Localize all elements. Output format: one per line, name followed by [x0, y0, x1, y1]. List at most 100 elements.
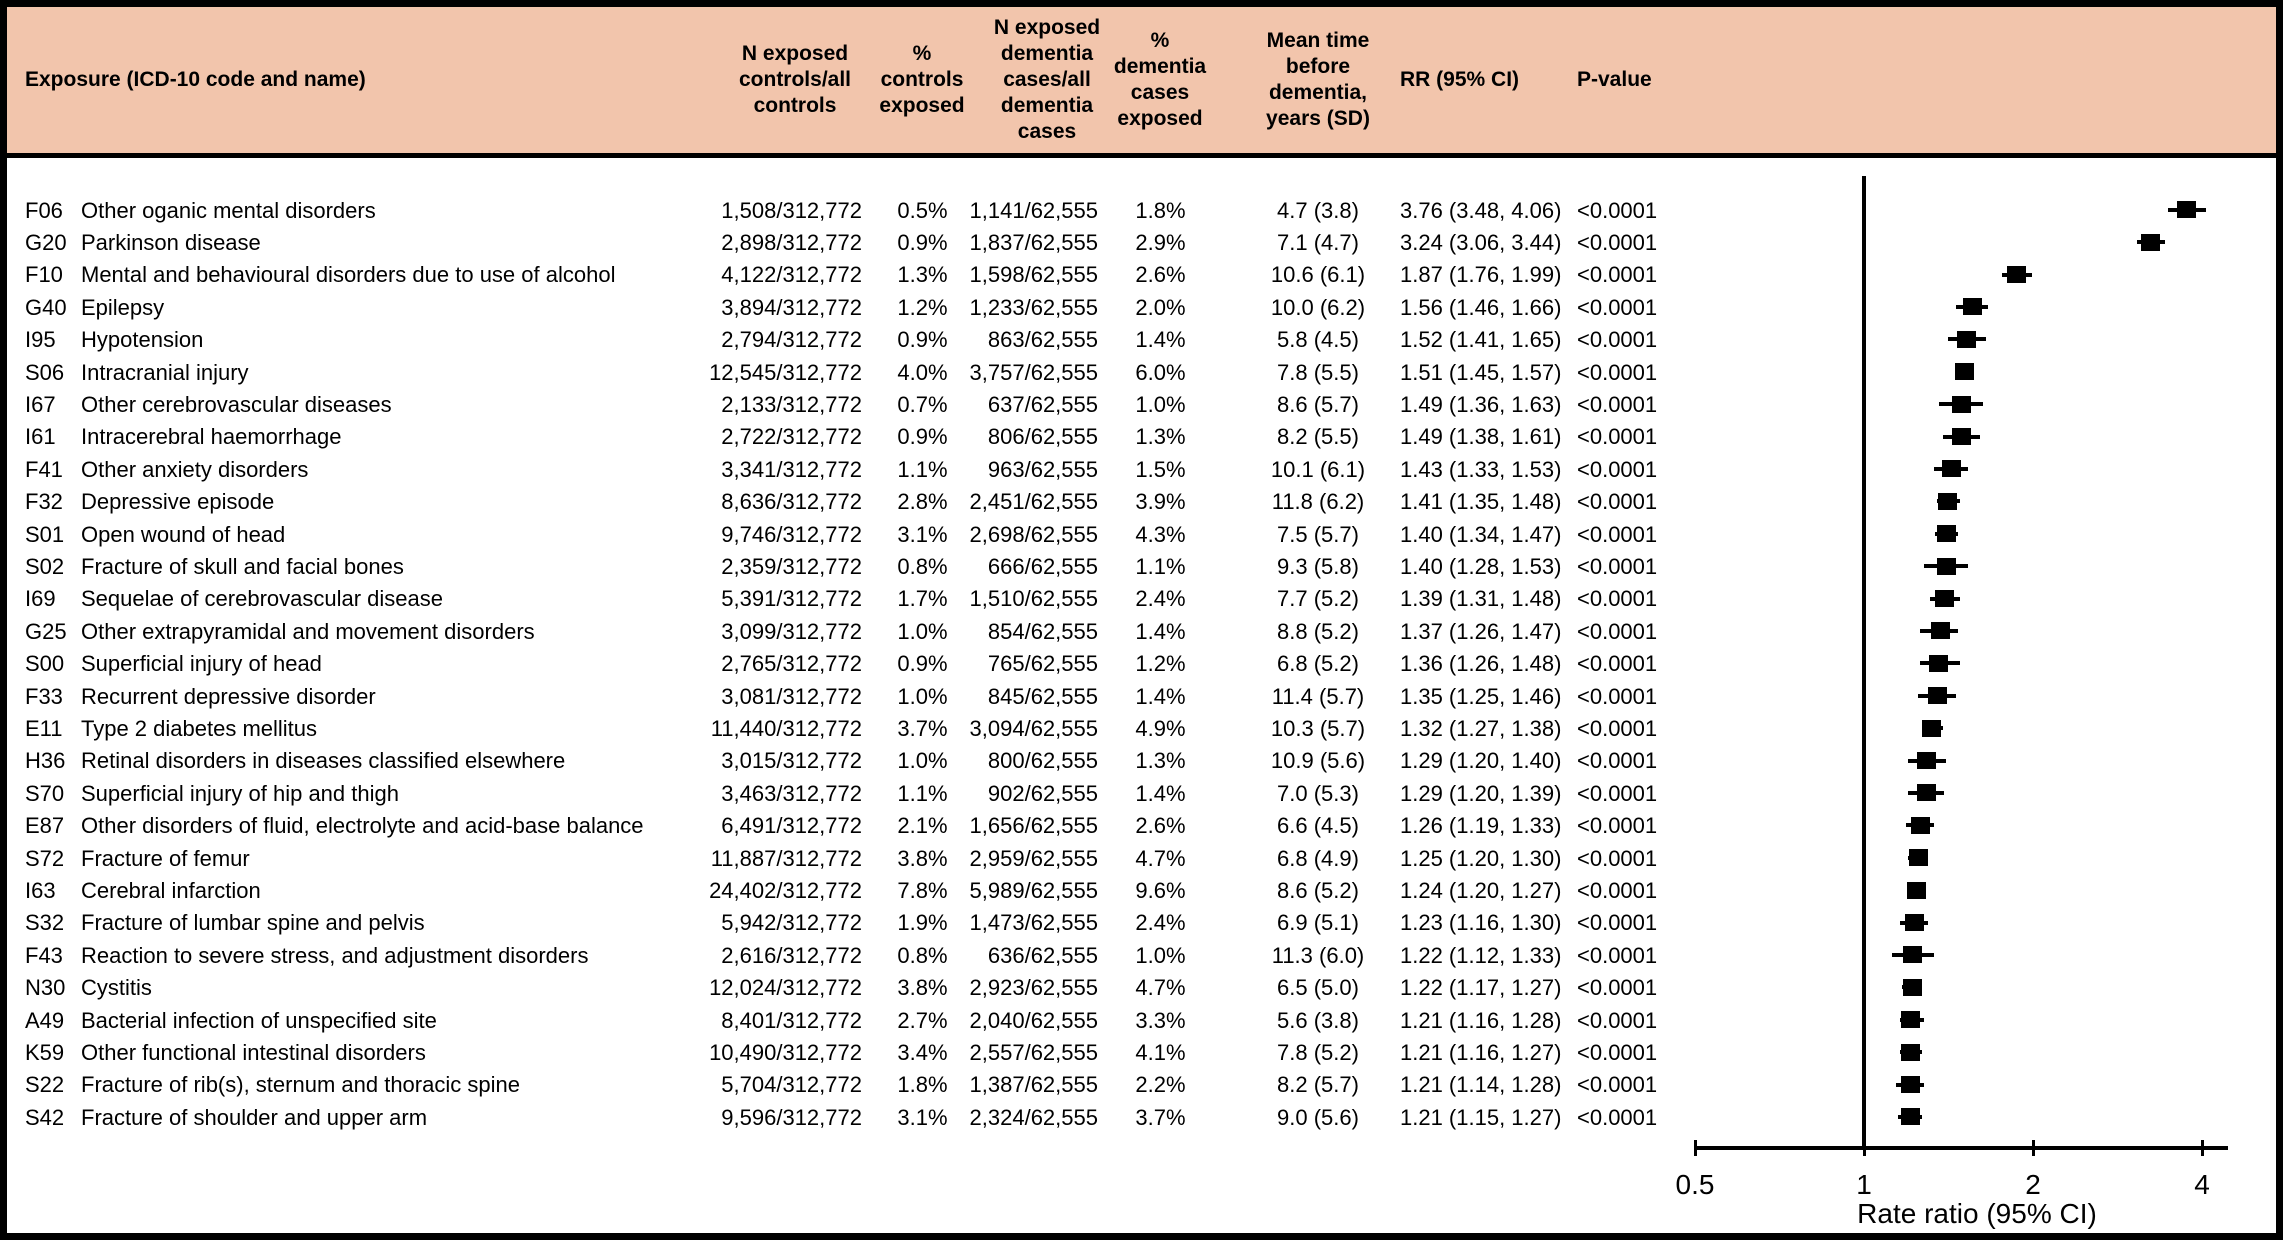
cell-code: I63 — [25, 877, 56, 903]
cell-rr-ci: 1.49 (1.36, 1.63) — [1400, 391, 1562, 417]
cell-rr-ci: 1.24 (1.20, 1.27) — [1400, 877, 1562, 903]
cell-p-value: <0.0001 — [1577, 780, 1658, 806]
cell-p-value: <0.0001 — [1577, 1072, 1658, 1098]
cell-pct-controls-exposed: 1.8% — [897, 1072, 948, 1098]
cell-n-exposed-controls: 6,491/312,772 — [721, 813, 862, 839]
table-row: I61 Intracerebral haemorrhage 2,722/312,77… — [0, 420, 2283, 453]
cell-pct-cases-exposed: 1.4% — [1135, 618, 1186, 644]
cell-mean-time: 7.0 (5.3) — [1277, 780, 1359, 806]
rr-marker — [1954, 363, 1974, 381]
cell-pct-cases-exposed: 2.2% — [1135, 1072, 1186, 1098]
cell-rr-ci: 1.26 (1.19, 1.33) — [1400, 813, 1562, 839]
cell-mean-time: 6.8 (5.2) — [1277, 651, 1359, 677]
cell-n-exposed-cases: 902/62,555 — [987, 780, 1098, 806]
cell-n-exposed-controls: 5,942/312,772 — [721, 910, 862, 936]
cell-pct-controls-exposed: 0.8% — [897, 553, 948, 579]
cell-p-value: <0.0001 — [1577, 327, 1658, 353]
cell-p-value: <0.0001 — [1577, 1039, 1658, 1065]
cell-mean-time: 11.3 (6.0) — [1271, 942, 1365, 968]
cell-exposure-name: Open wound of head — [81, 521, 286, 547]
table-row: F43 Reaction to severe stress, and adjust… — [0, 939, 2283, 972]
cell-pct-controls-exposed: 3.1% — [897, 1104, 948, 1130]
cell-exposure-name: Cystitis — [81, 975, 152, 1001]
cell-exposure-name: Intracerebral haemorrhage — [81, 424, 342, 450]
cell-n-exposed-cases: 1,598/62,555 — [969, 262, 1098, 288]
cell-rr-ci: 1.21 (1.14, 1.28) — [1400, 1072, 1562, 1098]
rr-marker — [1922, 719, 1942, 737]
cell-pct-cases-exposed: 1.8% — [1135, 197, 1186, 223]
cell-n-exposed-controls: 3,341/312,772 — [721, 456, 862, 482]
cell-p-value: <0.0001 — [1577, 877, 1658, 903]
cell-rr-ci: 1.40 (1.34, 1.47) — [1400, 521, 1562, 547]
cell-n-exposed-controls: 2,765/312,772 — [721, 651, 862, 677]
cell-n-exposed-cases: 1,233/62,555 — [969, 294, 1098, 320]
cell-pct-controls-exposed: 1.9% — [897, 910, 948, 936]
rr-marker — [1951, 395, 1971, 413]
cell-code: F10 — [25, 262, 63, 288]
rr-marker — [1927, 687, 1947, 705]
cell-rr-ci: 1.49 (1.38, 1.61) — [1400, 424, 1562, 450]
cell-n-exposed-controls: 3,099/312,772 — [721, 618, 862, 644]
cell-n-exposed-cases: 2,451/62,555 — [969, 489, 1098, 515]
cell-exposure-name: Other cerebrovascular diseases — [81, 391, 392, 417]
cell-n-exposed-cases: 963/62,555 — [987, 456, 1098, 482]
cell-exposure-name: Superficial injury of hip and thigh — [81, 780, 399, 806]
table-row: N30 Cystitis 12,024/312,772 3.8% 2,923/62,55… — [0, 971, 2283, 1004]
cell-n-exposed-controls: 8,636/312,772 — [721, 489, 862, 515]
cell-n-exposed-cases: 636/62,555 — [987, 942, 1098, 968]
cell-pct-controls-exposed: 1.0% — [897, 618, 948, 644]
cell-rr-ci: 1.21 (1.16, 1.28) — [1400, 1007, 1562, 1033]
cell-exposure-name: Other oganic mental disorders — [81, 197, 376, 223]
cell-mean-time: 8.6 (5.7) — [1277, 391, 1359, 417]
cell-n-exposed-controls: 8,401/312,772 — [721, 1007, 862, 1033]
table-row: S42 Fracture of shoulder and upper arm 9,5… — [0, 1101, 2283, 1134]
table-row: F32 Depressive episode 8,636/312,772 2.8% 2,… — [0, 485, 2283, 518]
cell-n-exposed-controls: 5,704/312,772 — [721, 1072, 862, 1098]
cell-pct-controls-exposed: 2.8% — [897, 489, 948, 515]
cell-pct-cases-exposed: 6.0% — [1135, 359, 1186, 385]
cell-p-value: <0.0001 — [1577, 618, 1658, 644]
cell-rr-ci: 1.51 (1.45, 1.57) — [1400, 359, 1562, 385]
cell-code: K59 — [25, 1039, 65, 1065]
table-header: Exposure (ICD-10 code and name) N expose… — [7, 7, 2276, 158]
cell-rr-ci: 1.87 (1.76, 1.99) — [1400, 262, 1562, 288]
cell-pct-controls-exposed: 3.1% — [897, 521, 948, 547]
cell-pct-cases-exposed: 4.7% — [1135, 845, 1186, 871]
cell-pct-cases-exposed: 1.3% — [1135, 424, 1186, 450]
table-row: S32 Fracture of lumbar spine and pelvis 5,… — [0, 906, 2283, 939]
cell-p-value: <0.0001 — [1577, 197, 1658, 223]
table-row: F06 Other oganic mental disorders 1,508/31… — [0, 194, 2283, 227]
cell-n-exposed-controls: 12,545/312,772 — [709, 359, 862, 385]
cell-exposure-name: Fracture of lumbar spine and pelvis — [81, 910, 425, 936]
cell-exposure-name: Fracture of skull and facial bones — [81, 553, 404, 579]
cell-n-exposed-cases: 5,989/62,555 — [969, 877, 1098, 903]
cell-code: A49 — [25, 1007, 65, 1033]
cell-code: S72 — [25, 845, 65, 871]
cell-rr-ci: 1.43 (1.33, 1.53) — [1400, 456, 1562, 482]
cell-p-value: <0.0001 — [1577, 229, 1658, 255]
rr-marker — [2007, 266, 2027, 283]
header-mean-time: Mean time before dementia, years (SD) — [1266, 29, 1370, 130]
cell-p-value: <0.0001 — [1577, 910, 1658, 936]
cell-pct-cases-exposed: 2.4% — [1135, 910, 1186, 936]
cell-p-value: <0.0001 — [1577, 521, 1658, 547]
rr-marker — [1936, 557, 1956, 575]
x-axis-tick — [2200, 1140, 2204, 1156]
cell-pct-controls-exposed: 4.0% — [897, 359, 948, 385]
table-row: F41 Other anxiety disorders 3,341/312,772 1… — [0, 453, 2283, 486]
rr-marker — [1916, 752, 1936, 769]
cell-n-exposed-cases: 1,837/62,555 — [969, 229, 1098, 255]
cell-n-exposed-controls: 2,898/312,772 — [721, 229, 862, 255]
cell-p-value: <0.0001 — [1577, 553, 1658, 579]
cell-pct-controls-exposed: 2.1% — [897, 813, 948, 839]
cell-pct-controls-exposed: 3.8% — [897, 975, 948, 1001]
cell-n-exposed-cases: 765/62,555 — [987, 651, 1098, 677]
cell-mean-time: 7.8 (5.5) — [1277, 359, 1359, 385]
cell-mean-time: 8.2 (5.5) — [1277, 424, 1359, 450]
table-row: A49 Bacterial infection of unspecified si… — [0, 1004, 2283, 1037]
table-row: I95 Hypotension 2,794/312,772 0.9% 863/62,55… — [0, 323, 2283, 356]
cell-mean-time: 9.3 (5.8) — [1277, 553, 1359, 579]
cell-pct-cases-exposed: 1.2% — [1135, 651, 1186, 677]
cell-mean-time: 8.8 (5.2) — [1277, 618, 1359, 644]
